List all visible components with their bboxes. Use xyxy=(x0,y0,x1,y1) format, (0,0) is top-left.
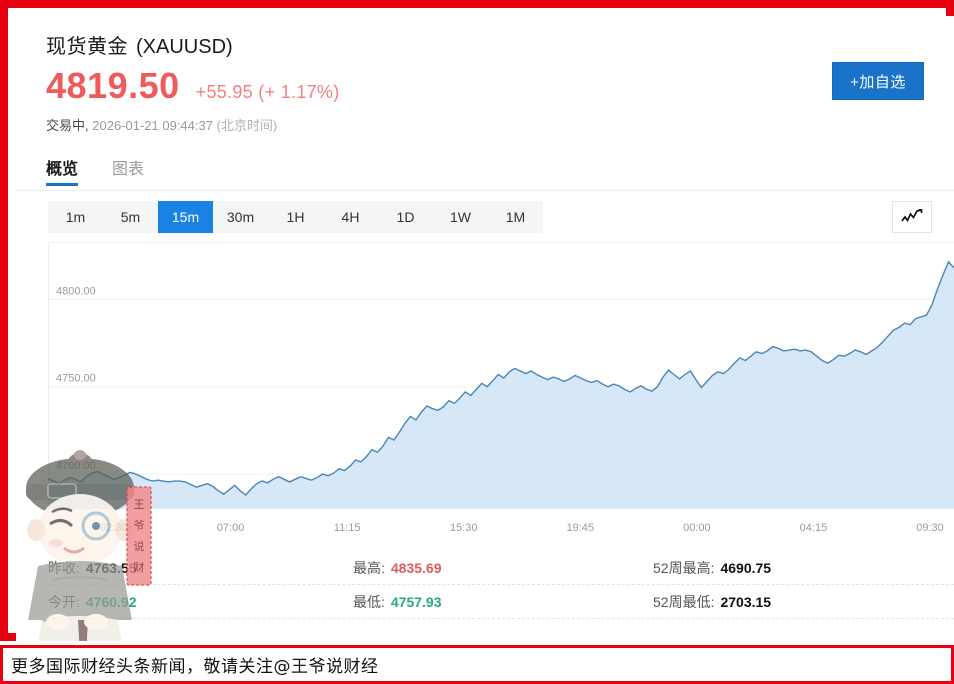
stat-value: 4757.93 xyxy=(390,593,442,610)
svg-text:11:15: 11:15 xyxy=(334,522,361,534)
stat-value: 2703.15 xyxy=(720,593,772,610)
price-change: +55.95 (+ 1.17%) xyxy=(195,82,340,102)
price-chart[interactable]: 4800.00 4750.00 4700.00 02:30 07:00 11:15 15:3… xyxy=(48,242,954,542)
symbol-name: 现货黄金 xyxy=(46,36,128,58)
stat-value: 4760.92 xyxy=(85,593,137,610)
stat-label: 最低: xyxy=(353,593,385,610)
svg-text:19:45: 19:45 xyxy=(567,522,595,534)
stat-prev-close: 昨收: 4763.55 xyxy=(48,558,353,578)
market-status-line: 交易中, 2026-01-21 09:44:37 (北京时间) xyxy=(46,115,954,134)
quote-card: 现货黄金 (XAUUSD) 4819.50 +55.95 (+ 1.17%) 交… xyxy=(16,16,954,641)
svg-text:4800.00: 4800.00 xyxy=(56,285,96,297)
quote-header: 现货黄金 (XAUUSD) 4819.50 +55.95 (+ 1.17%) 交… xyxy=(16,16,954,134)
timeframe-group: 1m 5m 15m 30m 1H 4H 1D 1W 1M xyxy=(48,201,543,233)
last-price: 4819.50 xyxy=(46,65,180,106)
price-line: 4819.50 +55.95 (+ 1.17%) xyxy=(46,68,954,104)
line-chart-icon[interactable] xyxy=(892,201,932,233)
timeframe-1h[interactable]: 1H xyxy=(286,209,305,225)
stats-table: 昨收: 4763.55 最高: 4835.69 52周最高: 4690.75 今… xyxy=(48,551,954,619)
stat-label: 昨收: xyxy=(48,559,80,576)
timeframe-1d[interactable]: 1D xyxy=(396,209,415,225)
symbol-line: 现货黄金 (XAUUSD) xyxy=(46,30,954,59)
quote-card-frame: 现货黄金 (XAUUSD) 4819.50 +55.95 (+ 1.17%) 交… xyxy=(0,0,954,641)
tab-divider xyxy=(16,190,954,191)
timeframe-bar: 1m 5m 15m 30m 1H 4H 1D 1W 1M xyxy=(48,201,543,233)
stat-52w-high: 52周最高: 4690.75 xyxy=(653,558,953,578)
timeframe-5m[interactable]: 5m xyxy=(120,209,141,225)
timeframe-15m[interactable]: 15m xyxy=(158,201,213,233)
svg-text:04:15: 04:15 xyxy=(800,522,828,534)
tab-bar: 概览 图表 xyxy=(46,154,954,186)
stat-value: 4835.69 xyxy=(390,559,442,576)
stat-label: 最高: xyxy=(353,559,385,576)
stat-value: 4690.75 xyxy=(720,559,772,576)
svg-text:15:30: 15:30 xyxy=(450,522,478,534)
quote-timestamp: 2026-01-21 09:44:37 xyxy=(92,118,213,133)
stat-label: 今开: xyxy=(48,593,80,610)
svg-text:00:00: 00:00 xyxy=(683,522,711,534)
stat-label: 52周最低: xyxy=(653,593,715,610)
timeframe-1m[interactable]: 1m xyxy=(65,209,86,225)
stats-row: 今开: 4760.92 最低: 4757.93 52周最低: 2703.15 xyxy=(48,585,954,619)
timeframe-1w[interactable]: 1W xyxy=(450,209,471,225)
footer-banner: 更多国际财经头条新闻，敬请关注@王爷说财经 xyxy=(0,645,954,684)
quote-timezone: (北京时间) xyxy=(216,118,278,133)
svg-text:02:30: 02:30 xyxy=(100,522,128,534)
stat-52w-low: 52周最低: 2703.15 xyxy=(653,592,953,612)
tab-charts[interactable]: 图表 xyxy=(112,161,145,178)
market-status: 交易中, xyxy=(46,118,89,133)
timeframe-1M[interactable]: 1M xyxy=(505,209,526,225)
add-to-watchlist-button[interactable]: +加自选 xyxy=(832,62,924,100)
footer-text: 更多国际财经头条新闻，敬请关注@王爷说财经 xyxy=(11,657,379,677)
stat-value: 4763.55 xyxy=(85,559,137,576)
tab-overview[interactable]: 概览 xyxy=(46,155,79,186)
svg-text:4750.00: 4750.00 xyxy=(56,373,96,385)
timeframe-30m[interactable]: 30m xyxy=(226,209,255,225)
stats-row: 昨收: 4763.55 最高: 4835.69 52周最高: 4690.75 xyxy=(48,551,954,585)
timeframe-4h[interactable]: 4H xyxy=(341,209,360,225)
stat-high: 最高: 4835.69 xyxy=(353,558,653,578)
svg-text:4700.00: 4700.00 xyxy=(56,460,96,472)
stat-label: 52周最高: xyxy=(653,559,715,576)
stat-low: 最低: 4757.93 xyxy=(353,592,653,612)
svg-text:09:30: 09:30 xyxy=(916,522,944,534)
symbol-code: (XAUUSD) xyxy=(136,36,233,58)
price-chart-svg: 4800.00 4750.00 4700.00 02:30 07:00 11:15 15:3… xyxy=(48,243,954,534)
stat-open: 今开: 4760.92 xyxy=(48,592,353,612)
svg-text:07:00: 07:00 xyxy=(217,522,245,534)
